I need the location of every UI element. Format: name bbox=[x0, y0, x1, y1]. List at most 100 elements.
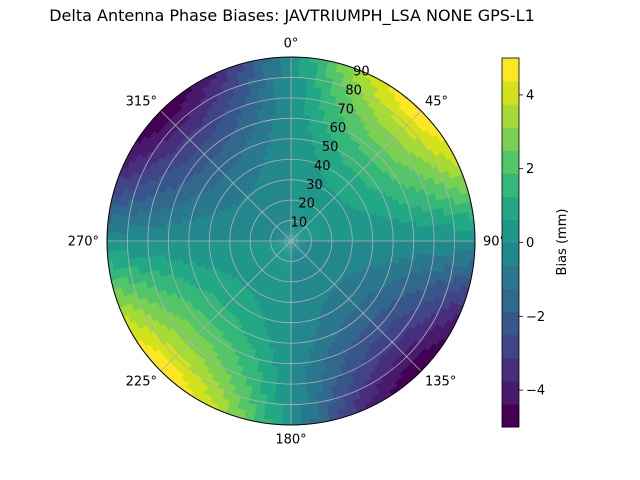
contour-cell bbox=[287, 297, 292, 303]
contour-cell bbox=[274, 211, 279, 217]
contour-cell bbox=[305, 217, 310, 223]
contour-cell bbox=[294, 241, 300, 244]
contour-cell bbox=[276, 220, 281, 225]
contour-cell bbox=[301, 232, 306, 236]
contour-cell bbox=[245, 240, 251, 244]
contour-cell bbox=[274, 274, 279, 280]
contour-cell bbox=[295, 260, 298, 266]
contour-cell bbox=[302, 241, 308, 243]
contour-cell bbox=[335, 240, 341, 244]
contour-cell bbox=[302, 206, 307, 212]
contour-cell bbox=[304, 248, 310, 253]
contour-cell bbox=[292, 220, 295, 226]
contour-cell bbox=[262, 255, 268, 260]
contour-cell bbox=[324, 253, 330, 258]
contour-cell bbox=[307, 251, 312, 256]
contour-cell bbox=[294, 167, 300, 173]
contour-cell bbox=[221, 250, 228, 256]
contour-cell bbox=[295, 281, 299, 287]
contour-cell bbox=[297, 244, 302, 248]
contour-cell bbox=[281, 213, 285, 218]
contour-cell bbox=[363, 244, 369, 250]
contour-cell bbox=[248, 255, 255, 260]
contour-cell bbox=[292, 273, 296, 279]
contour-cell bbox=[294, 247, 298, 253]
contour-cell bbox=[274, 251, 280, 255]
contour-cell bbox=[286, 195, 290, 201]
contour-cell bbox=[303, 250, 308, 255]
contour-cell bbox=[302, 242, 308, 245]
contour-cell bbox=[275, 256, 280, 262]
contour-cell bbox=[351, 233, 357, 239]
contour-cell bbox=[293, 229, 297, 234]
contour-cell bbox=[294, 237, 299, 240]
contour-cell bbox=[291, 232, 294, 238]
contour-cell bbox=[283, 305, 288, 311]
contour-cell bbox=[339, 232, 345, 237]
contour-cell bbox=[274, 265, 279, 271]
contour-cell bbox=[351, 243, 357, 249]
contour-cell bbox=[283, 230, 287, 235]
contour-cell bbox=[282, 237, 288, 240]
contour-cell bbox=[276, 247, 282, 251]
contour-cell bbox=[291, 244, 293, 250]
contour-cell bbox=[343, 240, 349, 245]
contour-cell bbox=[288, 228, 291, 234]
contour-cell bbox=[272, 273, 277, 279]
contour-cell bbox=[270, 208, 275, 214]
contour-cell bbox=[278, 242, 284, 245]
contour-cell bbox=[275, 266, 280, 272]
contour-cell bbox=[303, 249, 309, 254]
contour-cell bbox=[312, 257, 318, 262]
contour-cell bbox=[274, 227, 279, 232]
contour-cell bbox=[296, 245, 301, 250]
contour-cell bbox=[359, 244, 365, 250]
contour-cell bbox=[279, 235, 285, 238]
contour-cell bbox=[347, 237, 353, 242]
contour-cell bbox=[233, 237, 239, 242]
contour-cell bbox=[310, 234, 316, 237]
contour-cell bbox=[306, 241, 312, 244]
contour-cell bbox=[302, 256, 307, 262]
contour-cell bbox=[291, 256, 294, 262]
contour-cell bbox=[255, 229, 261, 233]
contour-cell bbox=[268, 221, 274, 226]
contour-cell bbox=[311, 258, 317, 264]
contour-cell bbox=[290, 175, 295, 181]
contour-cell bbox=[291, 248, 294, 254]
contour-cell bbox=[233, 243, 239, 248]
contour-cell bbox=[291, 228, 294, 234]
contour-cell bbox=[272, 229, 278, 234]
contour-cell bbox=[275, 206, 280, 212]
contour-cell bbox=[280, 245, 285, 249]
contour-cell bbox=[304, 248, 310, 252]
contour-cell bbox=[274, 235, 280, 238]
contour-cell bbox=[299, 267, 303, 273]
contour-cell bbox=[272, 203, 277, 209]
contour-cell bbox=[270, 225, 276, 230]
contour-cell bbox=[295, 289, 300, 295]
contour-cell bbox=[303, 265, 308, 271]
contour-cell bbox=[291, 232, 294, 238]
contour-cell bbox=[295, 255, 299, 261]
contour-cell bbox=[295, 251, 299, 257]
contour-cell bbox=[292, 269, 295, 274]
contour-cell bbox=[274, 243, 280, 246]
contour-cell bbox=[293, 220, 296, 226]
contour-cell bbox=[217, 236, 222, 242]
contour-cell bbox=[305, 246, 311, 250]
contour-cell bbox=[237, 237, 243, 242]
contour-cell bbox=[294, 230, 298, 235]
contour-cell bbox=[276, 257, 281, 262]
contour-cell bbox=[318, 220, 324, 225]
contour-cell bbox=[267, 231, 273, 235]
contour-cell bbox=[250, 230, 256, 234]
contour-cell bbox=[275, 244, 280, 248]
contour-cell bbox=[290, 301, 295, 307]
contour-cell bbox=[300, 247, 305, 252]
contour-cell bbox=[277, 224, 281, 230]
contour-cell bbox=[298, 217, 302, 223]
contour-cell bbox=[305, 245, 311, 249]
contour-cell bbox=[287, 179, 292, 185]
contour-cell bbox=[284, 183, 289, 189]
